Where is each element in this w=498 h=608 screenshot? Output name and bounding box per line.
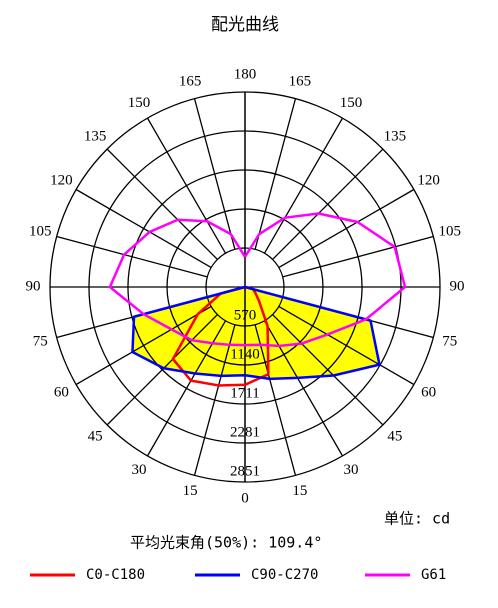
chart-title: 配光曲线 — [211, 15, 279, 35]
angle-label: 180 — [234, 66, 257, 82]
angle-label: 45 — [387, 428, 402, 444]
angle-label: 60 — [421, 384, 436, 400]
angle-label: 120 — [417, 172, 440, 188]
angle-label: 30 — [344, 462, 359, 478]
r-tick-label: 1711 — [230, 385, 259, 401]
grid-spoke — [56, 235, 208, 278]
r-tick-label: 2281 — [230, 424, 260, 440]
angle-label: 0 — [241, 490, 249, 506]
angle-label: 30 — [132, 462, 147, 478]
legend-label: C90-C270 — [251, 567, 318, 583]
r-tick-label: 1140 — [230, 346, 259, 362]
angle-label: 60 — [54, 384, 69, 400]
angle-label: 90 — [26, 278, 41, 294]
angle-label: 165 — [289, 74, 312, 90]
angle-label: 150 — [128, 95, 151, 111]
series-line — [108, 212, 407, 348]
r-tick-label: 2851 — [230, 463, 260, 479]
grid-spoke — [278, 188, 415, 269]
grid-spoke — [272, 314, 384, 426]
grid-spoke — [254, 324, 297, 476]
annotation: 平均光束角(50%): 109.4° — [130, 534, 322, 552]
r-tick-label: 570 — [234, 307, 257, 323]
angle-label: 135 — [84, 129, 107, 145]
legend-label: G61 — [421, 567, 446, 583]
grid-spoke — [278, 305, 415, 386]
grid-spoke — [282, 235, 434, 278]
angle-label: 15 — [183, 483, 198, 499]
series-line — [131, 285, 381, 381]
grid-spoke — [106, 314, 218, 426]
angle-label: 75 — [442, 333, 457, 349]
angle-label: 90 — [450, 278, 465, 294]
grid-spoke — [146, 117, 227, 254]
angle-label: 165 — [179, 74, 202, 90]
angle-label: 150 — [340, 95, 363, 111]
legend-label: C0-C180 — [86, 567, 145, 583]
unit-label: 单位: cd — [384, 510, 450, 528]
grid-spoke — [272, 148, 384, 260]
angle-label: 135 — [384, 129, 407, 145]
angle-label: 15 — [292, 483, 307, 499]
angle-label: 45 — [88, 428, 103, 444]
grid-spoke — [254, 98, 297, 250]
grid-spoke — [75, 305, 212, 386]
grid-spoke — [75, 188, 212, 269]
grid-spoke — [263, 320, 344, 457]
grid-spoke — [193, 98, 236, 250]
angle-label: 75 — [33, 333, 48, 349]
series-line — [171, 285, 270, 387]
series-fill — [132, 287, 380, 379]
angle-label: 120 — [50, 172, 73, 188]
grid-spoke — [263, 117, 344, 254]
grid-spoke — [193, 324, 236, 476]
grid-spoke — [106, 148, 218, 260]
angle-label: 105 — [29, 224, 52, 240]
angle-label: 105 — [439, 224, 462, 240]
